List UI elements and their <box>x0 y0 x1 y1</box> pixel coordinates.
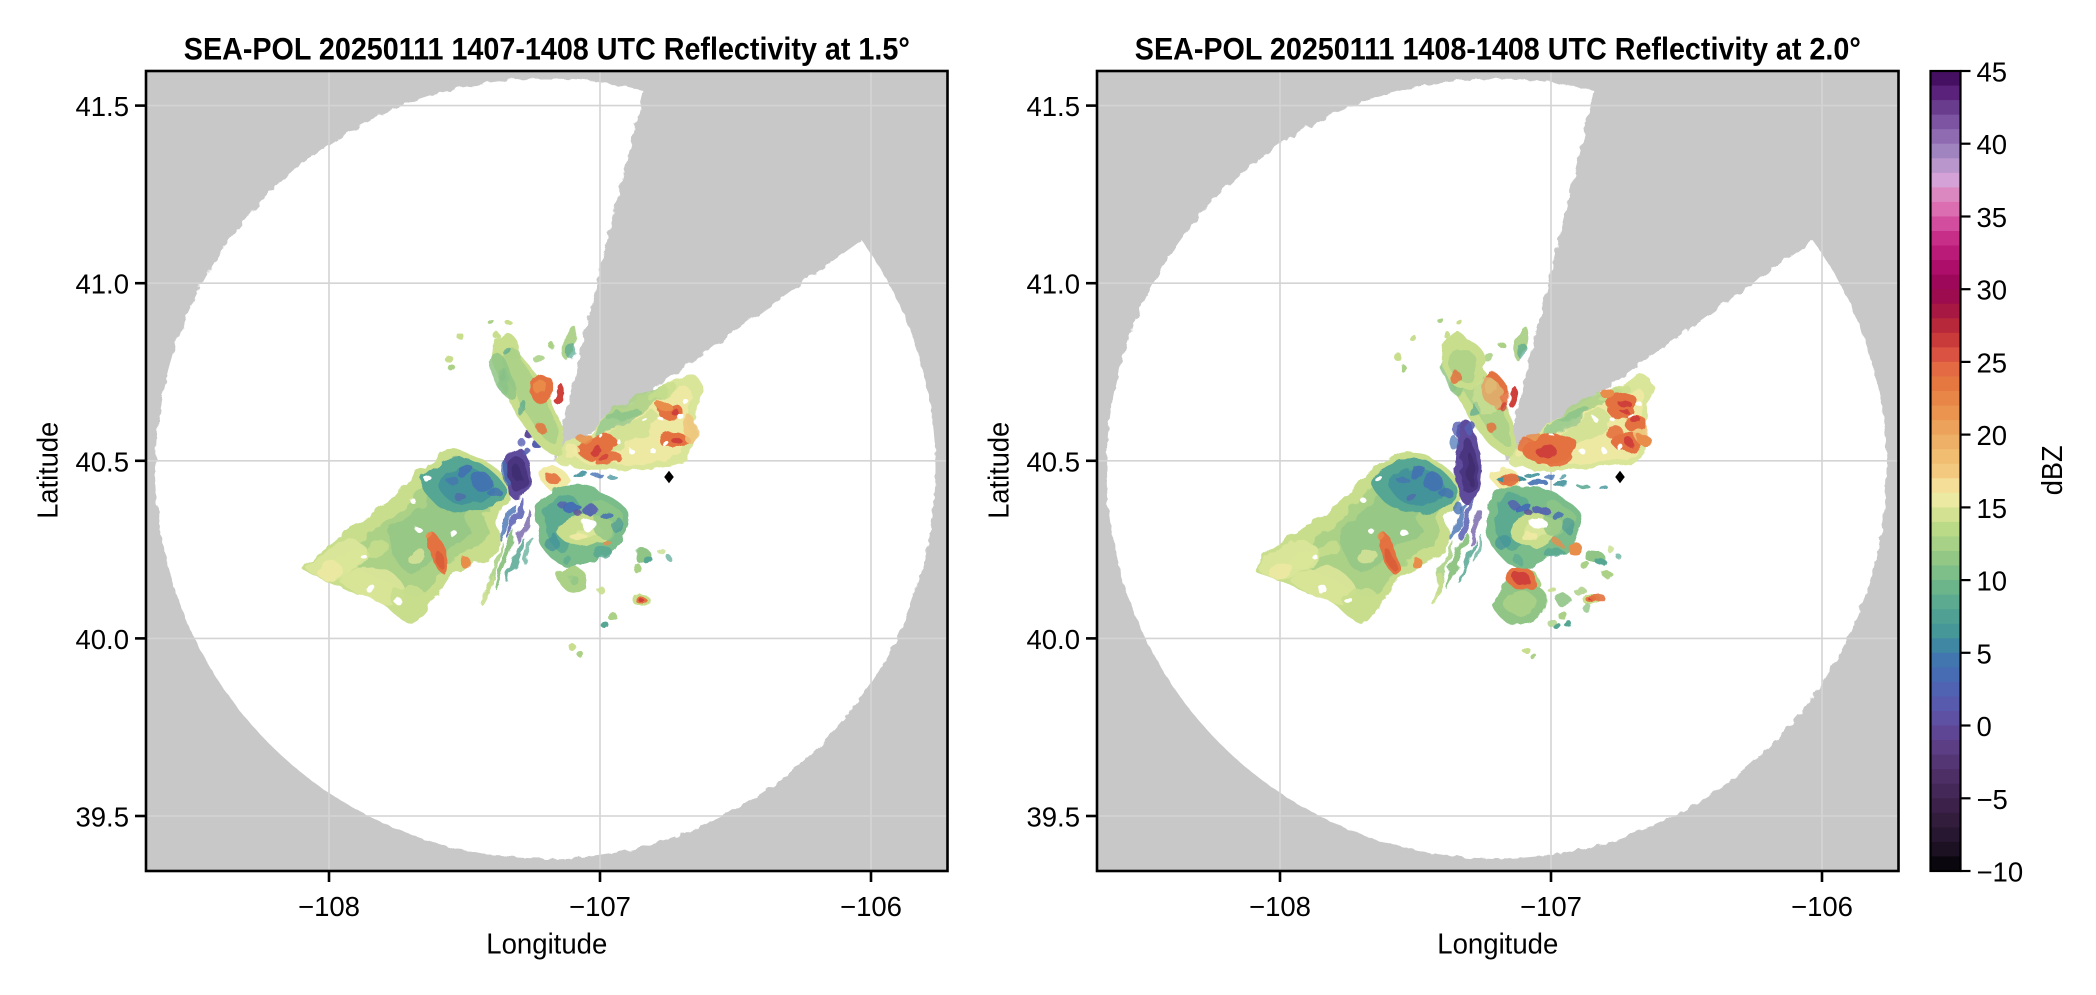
svg-text:−10: −10 <box>1977 857 2024 888</box>
svg-text:−107: −107 <box>1520 891 1582 922</box>
svg-text:−106: −106 <box>840 891 902 922</box>
svg-text:SEA-POL 20250111 1408-1408 UTC: SEA-POL 20250111 1408-1408 UTC Reflectiv… <box>1135 31 1861 67</box>
svg-text:35: 35 <box>1977 202 2008 233</box>
svg-text:45: 45 <box>1977 57 2008 88</box>
svg-text:5: 5 <box>1977 638 1992 669</box>
svg-text:−107: −107 <box>569 891 631 922</box>
svg-text:Latitude: Latitude <box>984 422 1016 519</box>
svg-text:−5: −5 <box>1977 784 2008 815</box>
svg-text:39.5: 39.5 <box>75 802 129 833</box>
svg-text:Longitude: Longitude <box>486 929 607 961</box>
svg-text:40.0: 40.0 <box>75 624 129 655</box>
svg-text:10: 10 <box>1977 566 2008 597</box>
svg-text:41.0: 41.0 <box>1026 269 1080 300</box>
svg-text:41.5: 41.5 <box>75 91 129 122</box>
svg-text:15: 15 <box>1977 493 2008 524</box>
svg-text:0: 0 <box>1977 711 1992 742</box>
svg-text:Latitude: Latitude <box>33 422 65 519</box>
svg-text:41.5: 41.5 <box>1026 91 1080 122</box>
svg-text:40.5: 40.5 <box>1026 446 1080 477</box>
svg-text:−108: −108 <box>298 891 360 922</box>
svg-text:−106: −106 <box>1791 891 1853 922</box>
svg-text:dBZ: dBZ <box>2037 445 2069 495</box>
svg-text:25: 25 <box>1977 347 2008 378</box>
svg-text:30: 30 <box>1977 275 2008 306</box>
svg-text:40.5: 40.5 <box>75 446 129 477</box>
svg-text:40.0: 40.0 <box>1026 624 1080 655</box>
svg-text:−108: −108 <box>1249 891 1311 922</box>
svg-text:20: 20 <box>1977 420 2008 451</box>
svg-text:39.5: 39.5 <box>1026 802 1080 833</box>
svg-text:41.0: 41.0 <box>75 269 129 300</box>
svg-text:SEA-POL 20250111 1407-1408 UTC: SEA-POL 20250111 1407-1408 UTC Reflectiv… <box>184 31 910 67</box>
svg-text:40: 40 <box>1977 129 2008 160</box>
svg-text:Longitude: Longitude <box>1437 929 1558 961</box>
